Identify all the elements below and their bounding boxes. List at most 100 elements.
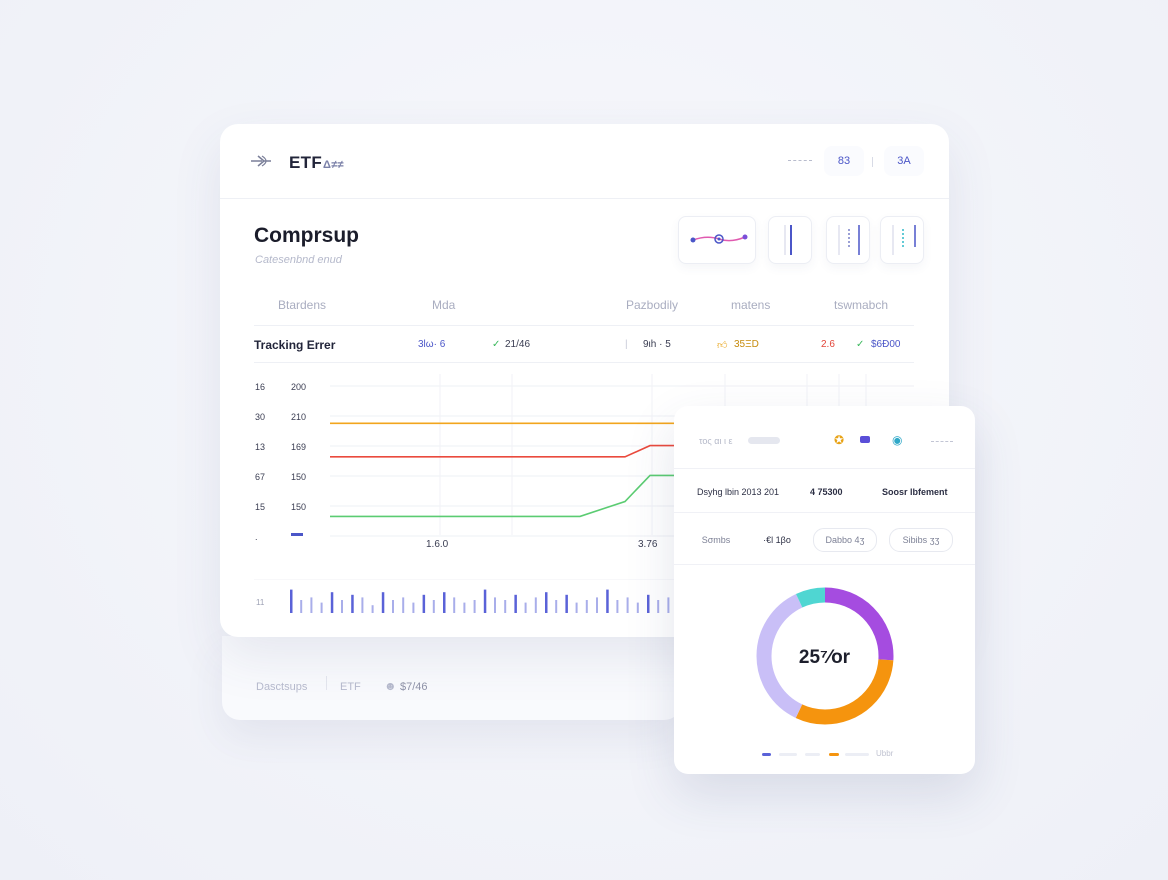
mini-bar — [575, 602, 578, 613]
table-cell: 35ΞD — [734, 339, 759, 350]
column-header[interactable]: tswmabch — [834, 298, 889, 312]
column-header[interactable]: Mda — [432, 298, 456, 312]
filter-icon — [892, 225, 916, 255]
mini-bar — [320, 602, 323, 613]
column-header[interactable]: matens — [731, 298, 771, 312]
user-icon: ☻ — [384, 679, 397, 693]
columns-icon — [838, 225, 860, 255]
mini-bar — [330, 592, 334, 613]
mini-bar — [432, 600, 435, 613]
columns-tool-button[interactable] — [826, 216, 870, 264]
mini-bar — [351, 594, 354, 613]
donut-chart — [756, 587, 894, 725]
y-tick-label: . — [255, 532, 258, 542]
check-icon: ✓ — [492, 339, 501, 350]
money-icon[interactable]: ✪ — [834, 433, 845, 447]
footer-item[interactable]: Dasctsups — [256, 681, 308, 693]
mini-bar — [636, 602, 639, 613]
legend-swatch — [845, 753, 869, 756]
slider-icon — [690, 234, 748, 244]
filter-chip[interactable]: Sibibs ʒʒ — [889, 528, 953, 552]
mini-bar — [555, 600, 558, 613]
y-tick-label: 15 — [255, 502, 265, 512]
footer-item[interactable]: $7/46 — [400, 681, 428, 693]
legend-swatch — [762, 753, 771, 756]
divider — [326, 676, 327, 690]
y-tick-label: 200 — [291, 382, 306, 392]
globe-icon[interactable]: ◉ — [892, 433, 903, 447]
y-tick-label: 13 — [255, 442, 265, 452]
row-label: Tracking Errer — [254, 338, 336, 352]
footer-item[interactable]: ETF — [340, 681, 361, 693]
bar-icon — [784, 225, 792, 255]
table-cell: $6Ð00 — [871, 339, 901, 350]
line-chart: 16 30 13 67 15. 200 210 169 150 150 1.6.0 3.76 — [255, 374, 914, 550]
filter-chip[interactable]: ·€l 1βo — [763, 535, 791, 545]
mini-bar — [606, 589, 609, 613]
column-tool-button[interactable] — [768, 216, 812, 264]
axis-marker — [291, 533, 303, 536]
mini-bar — [361, 597, 364, 613]
mini-bar — [392, 600, 394, 613]
more-dots[interactable] — [931, 441, 953, 442]
main-card: ETFΔ≠≠ 83 3A Comprsup Catesenbnd enud — [220, 124, 949, 637]
mini-bar — [443, 592, 446, 613]
mini-bar — [534, 597, 537, 613]
line-tool-button[interactable] — [678, 216, 756, 264]
mini-bar — [514, 594, 517, 613]
donut-center-value: 25⁷⁄or — [798, 647, 851, 668]
divider — [674, 564, 975, 565]
filter-chip[interactable]: Dabbo 4ʒ — [813, 528, 877, 552]
column-header[interactable]: Pazbodily — [626, 298, 679, 312]
legend-text: Ubbr — [876, 749, 894, 758]
mini-bar — [504, 600, 507, 613]
legend-swatch — [829, 753, 839, 756]
mini-bar — [494, 597, 496, 613]
filter-tool-button[interactable] — [880, 216, 924, 264]
mini-bar — [596, 597, 598, 613]
y-tick-label: 16 — [255, 382, 265, 392]
y-tick-label: 210 — [291, 412, 306, 422]
placeholder-bar — [748, 437, 780, 444]
mini-bar — [422, 594, 426, 613]
legend-swatch — [805, 753, 820, 756]
mini-bar — [453, 597, 456, 613]
header-button[interactable]: 3A — [884, 146, 924, 176]
mini-bar — [626, 597, 629, 613]
y-tick-label: 169 — [291, 442, 306, 452]
header-button[interactable]: 83 — [824, 146, 864, 176]
x-tick-label: 3.76 — [638, 539, 658, 550]
divider — [254, 325, 914, 326]
donut-segment — [756, 587, 894, 725]
mini-bar — [616, 600, 619, 613]
page-subtitle: Catesenbnd enud — [255, 254, 342, 266]
page-title: Comprsup — [254, 224, 359, 247]
table-cell: 2.6 — [821, 339, 835, 350]
arrow-logo-icon — [251, 155, 271, 167]
thumb-icon: 👍︎ — [717, 340, 728, 351]
divider — [674, 512, 975, 513]
mini-bar — [463, 602, 466, 613]
column-header[interactable]: Btardens — [278, 298, 327, 312]
mini-bar — [647, 594, 650, 613]
donut-segment — [756, 587, 894, 725]
divider — [674, 468, 975, 469]
mini-bar — [483, 589, 487, 613]
app-title: ETFΔ≠≠ — [289, 153, 344, 172]
row-label: Dsyhg lbin 2013 201 — [697, 487, 780, 497]
check-icon: ✓ — [856, 339, 865, 350]
divider — [254, 362, 914, 363]
background-card: Dasctsups ETF ☻ $7/46 — [222, 636, 682, 720]
mini-bar — [473, 600, 476, 613]
filter-chip[interactable]: Sσmbs — [701, 535, 731, 545]
panel-header-text: τος αι ι ε — [699, 436, 733, 446]
table-cell: 3lω· 6 — [418, 339, 446, 350]
divider: | — [625, 339, 628, 350]
mini-bar — [300, 600, 303, 613]
card-header: ETFΔ≠≠ 83 3A — [220, 124, 949, 199]
row-right-label: Soosr lbfement — [882, 487, 948, 497]
donut-segment — [756, 587, 894, 725]
x-tick-label: 1.6.0 — [426, 539, 449, 550]
mini-bar — [657, 600, 660, 613]
card-icon[interactable] — [860, 436, 870, 443]
